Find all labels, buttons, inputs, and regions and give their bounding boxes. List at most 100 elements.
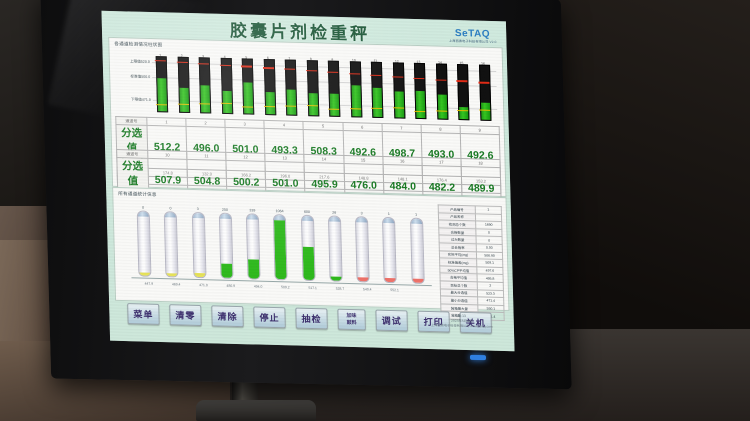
tube-value-label: 600 (303, 209, 310, 215)
button-1[interactable]: 菜单 (127, 303, 160, 325)
bar-chart-category-label: 1 (159, 53, 162, 58)
button-label: 菜单 (133, 309, 154, 320)
tube-gauge: 26 (327, 211, 343, 282)
bar-fill (329, 93, 340, 116)
bar-frame (306, 60, 319, 117)
brand-logo: SeTAQ 上海西弗电子科技有限公司 V2.0 (449, 28, 497, 45)
tube-body (382, 216, 398, 284)
button-label: 抽检 (301, 313, 322, 325)
tube-fill (302, 246, 315, 281)
tube-gauge: 1 (409, 213, 425, 284)
button-2[interactable]: 清零 (169, 304, 202, 327)
bar-chart-category-label: 8 (309, 57, 312, 62)
tube-body (191, 211, 207, 279)
upper-limit-marker (391, 76, 403, 78)
tube-body (300, 214, 316, 282)
bar-chart-column: 1 (154, 50, 169, 113)
bar-chart-column: 16 (477, 59, 491, 121)
bar-chart-column: 10 (348, 55, 362, 118)
tube-value-label: 1 (415, 212, 418, 217)
tube-gauge: 250 (218, 208, 234, 279)
button-5[interactable]: 抽检 (295, 307, 328, 330)
tube-chart-tick-label: 480.9 (226, 283, 236, 288)
bar-fill (372, 87, 383, 118)
upper-limit-marker (413, 77, 425, 79)
bar-fill (243, 82, 254, 114)
upper-limit-marker (219, 64, 231, 66)
button-4[interactable]: 停止 (253, 306, 286, 329)
tube-value-label: 26 (332, 210, 337, 215)
bar-chart-category-label: 9 (331, 57, 334, 62)
bar-frame (392, 62, 405, 119)
button-label: 停止 (259, 312, 280, 324)
lower-limit-marker (435, 110, 447, 112)
tube-chart: 0 0 3 250 339 1064 600 26 3 1 1 447.9 469.4 471.0 480.… (130, 204, 432, 294)
lower-limit-marker (328, 108, 340, 110)
lower-limit-marker (177, 103, 189, 105)
tube-gauge: 3 (355, 211, 370, 283)
tube-fill (412, 278, 424, 283)
bar-chart-column: 5 (240, 52, 255, 115)
tube-cap (165, 212, 177, 218)
bar-fill (286, 89, 297, 115)
tube-cap (219, 213, 231, 219)
lower-limit-marker (414, 110, 426, 113)
tube-cap (356, 217, 368, 223)
button-3[interactable]: 清除 (211, 305, 244, 328)
bar-chart-category-label: 10 (351, 58, 356, 63)
bar-chart-column: 3 (197, 51, 212, 114)
tube-body (245, 213, 261, 280)
tube-cap (137, 211, 149, 217)
tube-section-label: 所有通道统计信息 (118, 191, 157, 198)
hmi-screen[interactable]: 胶囊片剂检重秤 SeTAQ 上海西弗电子科技有限公司 V2.0 各通道检测情况柱… (101, 10, 515, 352)
tube-body (273, 214, 288, 281)
button-label-line2: 鼓料 (346, 319, 357, 326)
button-7[interactable]: 调试 (375, 309, 408, 332)
bar-fill (157, 77, 168, 112)
bar-chart-category-label: 12 (394, 59, 399, 64)
bar-chart-column: 2 (176, 51, 190, 113)
upper-limit-marker (240, 65, 253, 68)
tube-gauge: 3 (191, 207, 207, 279)
tube-body (218, 212, 234, 279)
bar-chart-category-label: 2 (180, 53, 183, 58)
tube-cap (301, 215, 313, 222)
bar-chart-column: 8 (305, 54, 319, 117)
tube-chart-tick-label: 528.7 (335, 286, 345, 291)
tube-chart-tick-label: 471.0 (199, 283, 208, 288)
bar-chart-category-label: 4 (223, 54, 226, 59)
bar-section-label: 各通道检测情况柱状图 (114, 41, 163, 48)
button-6[interactable]: 加味 鼓料 (337, 308, 366, 331)
upper-limit-marker (348, 73, 360, 75)
bar-chart: 上限值520.0 标准值500.0 下限值471.0 1 2 3 4 5 6 7 8 9 10 11 12 1… (130, 50, 498, 121)
bar-fill (459, 106, 469, 120)
tube-fill (330, 276, 342, 281)
button-label: 调试 (381, 315, 402, 327)
tube-value-label: 0 (142, 205, 145, 210)
tube-body (136, 210, 152, 277)
upper-limit-marker (305, 70, 317, 72)
lower-limit-marker (478, 109, 490, 111)
lower-limit-marker (306, 104, 318, 107)
tube-gauge: 600 (300, 210, 316, 282)
bar-chart-axis-label: 上限值520.0 (129, 59, 150, 64)
lower-limit-marker (220, 102, 232, 105)
bar-chart-category-label: 16 (481, 61, 485, 66)
upper-limit-marker (456, 80, 468, 82)
tube-fill (385, 278, 397, 283)
bar-chart-column: 14 (434, 57, 448, 120)
button-label: 清除 (217, 311, 238, 323)
tube-cap (410, 218, 422, 224)
tube-gauge: 0 (164, 206, 179, 278)
tube-body (409, 217, 425, 284)
tube-value-label: 3 (196, 207, 199, 212)
lower-limit-marker (263, 105, 275, 108)
bar-frame (478, 64, 491, 121)
tube-chart-tick-label: 552.1 (390, 288, 399, 293)
lower-limit-marker (198, 103, 210, 105)
monitor-stand-base (196, 400, 316, 421)
bar-chart-column: 12 (391, 56, 405, 119)
bar-chart-category-label: 13 (416, 59, 421, 65)
power-led-indicator (469, 354, 487, 361)
tube-body (355, 216, 370, 283)
